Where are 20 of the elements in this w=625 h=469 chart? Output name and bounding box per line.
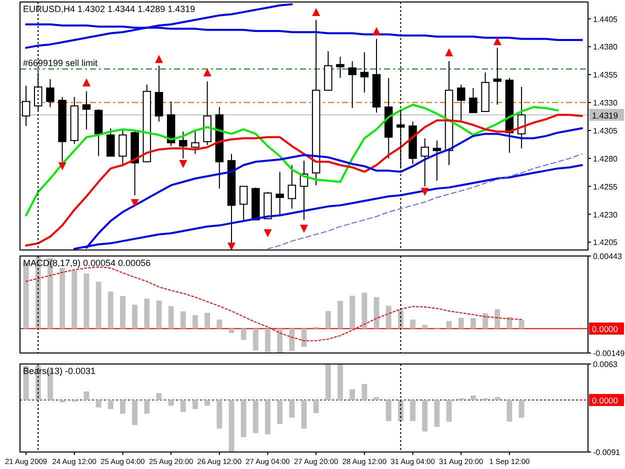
y-tick-label: 1.4405 (593, 14, 618, 24)
y-tick-label: 1.4305 (593, 126, 618, 136)
y-tick-label: 1.4330 (593, 98, 618, 108)
y-tick-label: 1.4255 (593, 182, 618, 192)
chart-title: MACD(8,17,9) 0.00054 0.00056 (23, 258, 151, 268)
y-tick-label: 1.4230 (593, 210, 618, 220)
chart-title: Bears(13) -0.0031 (23, 366, 96, 376)
y-tick-label: 1.4280 (593, 154, 618, 164)
y-tick-label: 1.4380 (593, 42, 618, 52)
chart-title: EURUSD,H4 1.4302 1.4344 1.4289 1.4319 (23, 4, 196, 14)
ref-line-label: #6699199 sell limit (23, 58, 98, 68)
y-tick-label: -0.00149 (593, 349, 625, 358)
ref-line-label: 0.0000 (592, 324, 618, 334)
y-tick-label: 0.0063 (593, 360, 618, 369)
ref-line-label: 0.0000 (592, 396, 618, 406)
y-tick-label: 1.4355 (593, 70, 618, 80)
ref-line-label: 1.4319 (592, 110, 618, 120)
y-tick-label: 0.00443 (593, 252, 622, 261)
y-tick-label: -0.0091 (593, 448, 621, 457)
y-tick-label: 1.4205 (593, 238, 618, 248)
